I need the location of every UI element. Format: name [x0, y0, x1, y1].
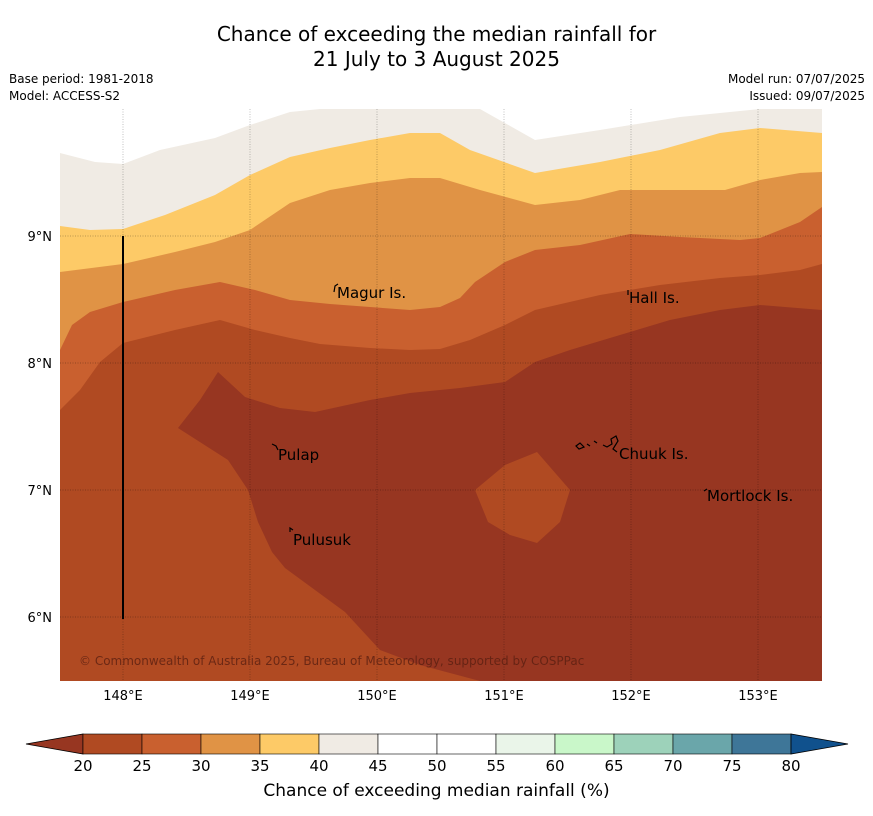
lat-tick-labels: 9°N 8°N 7°N 6°N: [28, 230, 53, 626]
lat-tick-label: 8°N: [28, 357, 53, 372]
place-label: Pulusuk: [293, 531, 351, 549]
colorbar-segment: [259, 733, 320, 755]
map-title: Chance of exceeding the median rainfall …: [0, 22, 873, 72]
base-period-text: Base period: 1981-2018: [9, 72, 154, 86]
lon-tick-label: 151°E: [484, 689, 524, 704]
model-text: Model: ACCESS-S2: [9, 89, 121, 103]
colorbar-tick-label: 70: [663, 757, 682, 775]
lat-tick-label: 6°N: [28, 611, 53, 626]
anomaly-patch: [475, 452, 570, 543]
graticule: [60, 109, 822, 681]
lon-tick-label: 150°E: [357, 689, 397, 704]
colorbar-tick-label: 80: [781, 757, 800, 775]
colorbar-segment: [554, 733, 615, 755]
colorbar-tick-label: 40: [309, 757, 328, 775]
colorbar-segment: [200, 733, 261, 755]
lon-tick-label: 149°E: [230, 689, 270, 704]
colorbar-segment: [731, 733, 792, 755]
lon-tick-label: 152°E: [611, 689, 651, 704]
colorbar-segment: [141, 733, 202, 755]
lon-tick-label: 148°E: [103, 689, 143, 704]
colorbar-tick-label: 20: [73, 757, 92, 775]
title-line-1: Chance of exceeding the median rainfall …: [216, 22, 657, 46]
place-label: Mortlock Is.: [707, 487, 793, 505]
copyright-text: © Commonwealth of Australia 2025, Bureau…: [79, 654, 584, 668]
colorbar-segment: [82, 733, 143, 755]
meta-right: Model run: 07/07/2025 Issued: 09/07/2025: [728, 71, 865, 105]
colorbar-under-arrow: [25, 733, 84, 755]
colorbar-tick-label: 55: [486, 757, 505, 775]
issued-text: Issued: 09/07/2025: [749, 89, 865, 103]
map-area: Magur Is. Hall Is. Pulap Chuuk Is. Mortl…: [60, 109, 822, 681]
colorbar-segment: [318, 733, 379, 755]
colorbar-segment: [495, 733, 556, 755]
colorbar-over-arrow: [790, 733, 849, 755]
colorbar-tick-label: 35: [250, 757, 269, 775]
colorbar-tick-label: 30: [191, 757, 210, 775]
place-label: Hall Is.: [629, 289, 680, 307]
colorbar-tick-label: 65: [604, 757, 623, 775]
colorbar-label: Chance of exceeding median rainfall (%): [263, 781, 610, 801]
colorbar-tick-label: 45: [368, 757, 387, 775]
colorbar-segment: [672, 733, 733, 755]
colorbar-tick-label: 60: [545, 757, 564, 775]
colorbar-tick-label: 25: [132, 757, 151, 775]
colorbar-tick-label: 50: [427, 757, 446, 775]
lat-tick-label: 7°N: [28, 484, 53, 499]
island-markers: [271, 283, 708, 532]
colorbar: 20 25 30 35 40 45 50 55 60 65 70 75 80: [25, 733, 849, 775]
lon-tick-labels: 148°E 149°E 150°E 151°E 152°E 153°E: [103, 689, 778, 704]
model-run-text: Model run: 07/07/2025: [727, 72, 865, 86]
meta-left: Base period: 1981-2018 Model: ACCESS-S2: [9, 71, 154, 105]
lon-tick-label: 153°E: [738, 689, 778, 704]
title-line-2: 21 July to 3 August 2025: [313, 47, 560, 71]
colorbar-tick-label: 75: [722, 757, 741, 775]
place-label: Pulap: [278, 446, 319, 464]
colorbar-segment: [613, 733, 674, 755]
colorbar-segment: [436, 733, 497, 755]
colorbar-segment: [377, 733, 438, 755]
lat-tick-label: 9°N: [28, 230, 53, 245]
place-labels: Magur Is. Hall Is. Pulap Chuuk Is. Mortl…: [278, 284, 793, 549]
place-label: Magur Is.: [337, 284, 406, 302]
place-label: Chuuk Is.: [619, 445, 688, 463]
